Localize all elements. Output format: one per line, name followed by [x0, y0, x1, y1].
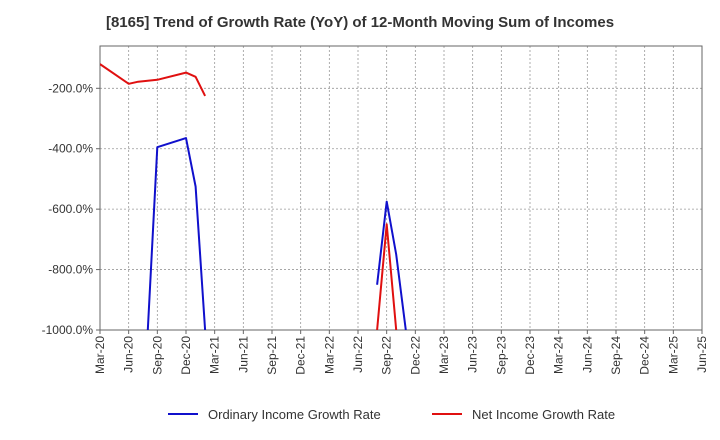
y-tick-label: -800.0%	[48, 263, 93, 277]
x-tick-label: Sep-20	[150, 336, 164, 375]
x-tick-label: Dec-21	[294, 336, 308, 375]
series-line-ordinary-income	[146, 137, 207, 330]
series-line-ordinary-income	[376, 200, 407, 330]
x-tick-label: Jun-25	[695, 336, 709, 373]
x-tick-label: Dec-20	[179, 336, 193, 375]
x-tick-label: Sep-23	[494, 336, 508, 375]
y-tick-label: -200.0%	[48, 81, 93, 95]
series-line-net-income	[100, 63, 206, 97]
x-tick-label: Mar-25	[666, 336, 680, 374]
x-tick-label: Sep-21	[265, 336, 279, 375]
x-tick-label: Mar-21	[208, 336, 222, 374]
x-tick-label: Jun-20	[122, 336, 136, 373]
x-tick-label: Mar-24	[552, 336, 566, 374]
x-tick-label: Sep-22	[380, 336, 394, 375]
x-tick-label: Jun-23	[466, 336, 480, 373]
x-tick-label: Dec-24	[638, 336, 652, 375]
x-tick-label: Sep-24	[609, 336, 623, 375]
x-tick-label: Mar-23	[437, 336, 451, 374]
y-tick-label: -1000.0%	[42, 323, 94, 337]
series-line-net-income	[376, 223, 398, 330]
legend-label: Net Income Growth Rate	[472, 407, 615, 422]
y-tick-label: -600.0%	[48, 202, 93, 216]
x-tick-label: Mar-20	[93, 336, 107, 374]
x-tick-label: Dec-23	[523, 336, 537, 375]
x-tick-label: Jun-21	[236, 336, 250, 373]
x-tick-label: Jun-24	[580, 336, 594, 373]
x-tick-label: Dec-22	[408, 336, 422, 375]
chart-title: [8165] Trend of Growth Rate (YoY) of 12-…	[105, 14, 615, 31]
y-tick-label: -400.0%	[48, 142, 93, 156]
plot-frame	[99, 45, 703, 331]
x-tick-label: Mar-22	[322, 336, 336, 374]
x-tick-label: Jun-22	[351, 336, 365, 373]
legend-label: Ordinary Income Growth Rate	[208, 407, 381, 422]
